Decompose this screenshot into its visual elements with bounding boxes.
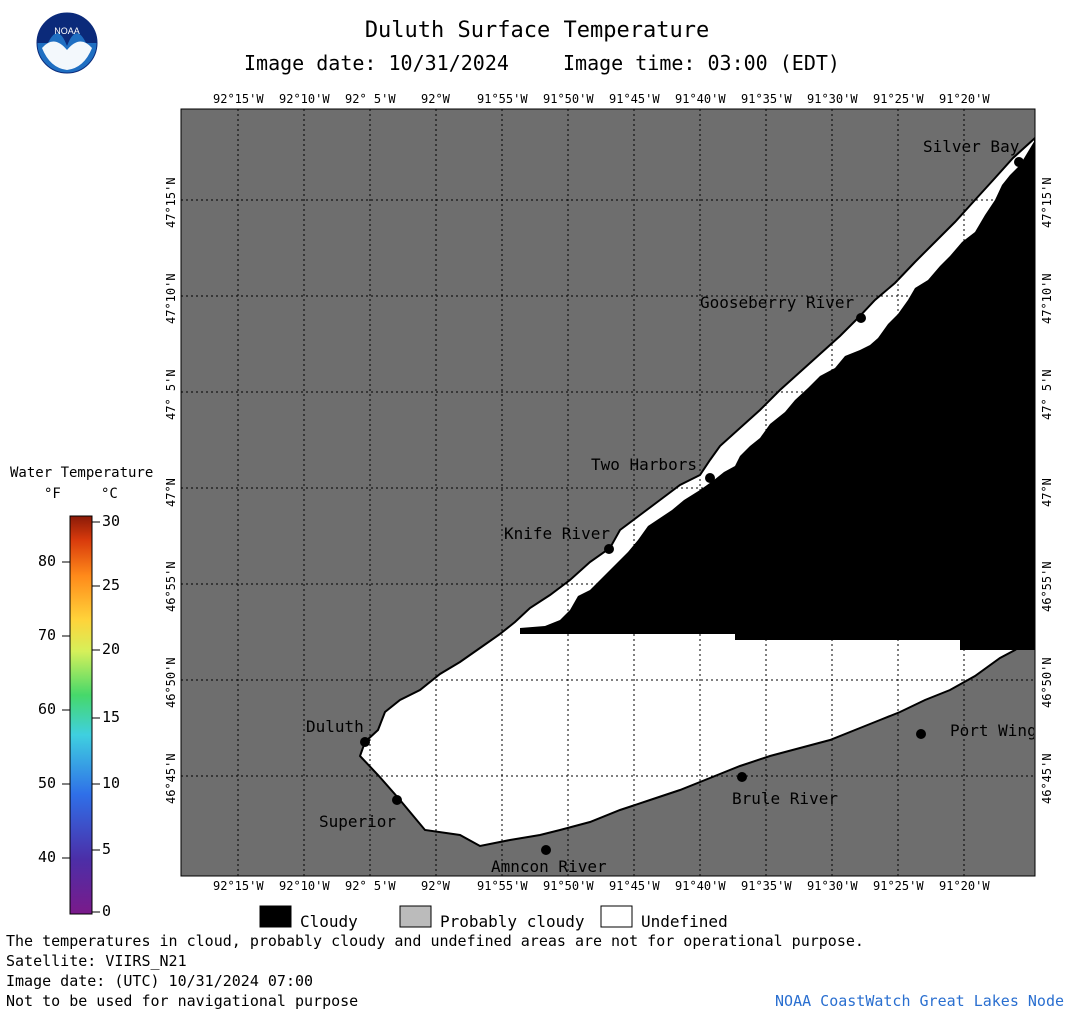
lat-tick-right: 47°10'N: [1040, 273, 1054, 324]
place-label-knife-river: Knife River: [504, 524, 610, 543]
lat-tick-left: 47°15'N: [164, 177, 178, 228]
lon-tick-top: 92°15'W: [213, 92, 264, 106]
colorbar-c-tick: 5: [102, 840, 112, 858]
colorbar-f-tick: 40: [38, 848, 57, 866]
colorbar-c-tick: 0: [102, 902, 112, 920]
legend-swatch-undefined: [600, 905, 633, 928]
lon-tick-top: 91°30'W: [807, 92, 858, 106]
lon-tick-bottom: 91°25'W: [873, 879, 924, 893]
marker-knife-river: [604, 544, 614, 554]
lat-tick-right: 47° 5'N: [1040, 369, 1054, 420]
colorbar-c-tick: 20: [102, 640, 121, 658]
place-markers: [360, 157, 1024, 855]
lat-tick-left: 47°N: [164, 478, 178, 507]
marker-two-harbors: [705, 473, 715, 483]
colorbar-title: Water Temperature: [10, 465, 154, 481]
lat-tick-left: 46°55'N: [164, 561, 178, 612]
lon-tick-bottom: 91°35'W: [741, 879, 792, 893]
lat-tick-right: 46°55'N: [1040, 561, 1054, 612]
lon-tick-top: 92°10'W: [279, 92, 330, 106]
place-label-superior: Superior: [319, 812, 397, 831]
lon-tick-bottom: 92°15'W: [213, 879, 264, 893]
lon-tick-bottom: 91°20'W: [939, 879, 990, 893]
legend-label-undefined: Undefined: [641, 912, 728, 931]
legend-label-cloudy: Cloudy: [300, 912, 358, 931]
lon-tick-top: 91°45'W: [609, 92, 660, 106]
place-label-two-harbors: Two Harbors: [591, 455, 697, 474]
place-label-port-wing: Port Wing: [950, 721, 1034, 740]
lon-tick-top: 91°25'W: [873, 92, 924, 106]
grid-lines: [181, 109, 1035, 876]
noaa-logo: NOAA: [36, 12, 98, 74]
lat-tick-right: 47°15'N: [1040, 177, 1054, 228]
lon-tick-bottom: 91°30'W: [807, 879, 858, 893]
marker-brule-river: [737, 772, 747, 782]
colorbar-f-tick: 70: [38, 626, 57, 644]
footer-note: The temperatures in cloud, probably clou…: [6, 932, 864, 950]
lon-tick-bottom: 91°50'W: [543, 879, 594, 893]
legend-label-probably-cloudy: Probably cloudy: [440, 912, 585, 931]
lon-tick-bottom: 92° 5'W: [345, 879, 396, 893]
colorbar-f-tick: 80: [38, 552, 57, 570]
lon-tick-top: 91°55'W: [477, 92, 528, 106]
colorbar-ticks: [62, 521, 100, 913]
lon-tick-top: 91°35'W: [741, 92, 792, 106]
colorbar-c-tick: 15: [102, 708, 121, 726]
cloud-area: [520, 140, 1035, 650]
lat-tick-right: 46°50'N: [1040, 657, 1054, 708]
place-label-gooseberry-river: Gooseberry River: [700, 293, 855, 312]
colorbar-c-tick: 10: [102, 774, 121, 792]
place-label-amncon-river: Amncon River: [491, 857, 607, 876]
place-label-silver-bay: Silver Bay: [923, 137, 1020, 156]
footer-credit: NOAA CoastWatch Great Lakes Node: [775, 992, 1064, 1010]
page-title: Duluth Surface Temperature: [364, 18, 710, 43]
colorbar-unit-c: °C: [101, 486, 118, 502]
footer-utc-date: Image date: (UTC) 10/31/2024 07:00: [6, 972, 314, 990]
place-label-brule-river: Brule River: [732, 789, 838, 808]
marker-port-wing: [916, 729, 926, 739]
legend-swatch-probably-cloudy: [399, 905, 432, 928]
lon-tick-bottom: 92°10'W: [279, 879, 330, 893]
colorbar-c-tick: 25: [102, 576, 121, 594]
legend-swatch-cloudy: [259, 905, 292, 928]
image-date: Image date: 10/31/2024: [244, 51, 509, 75]
lat-tick-left: 46°50'N: [164, 657, 178, 708]
marker-amncon-river: [541, 845, 551, 855]
lon-tick-bottom: 91°55'W: [477, 879, 528, 893]
lat-tick-left: 46°45'N: [164, 753, 178, 804]
logo-text: NOAA: [54, 26, 80, 36]
colorbar-unit-f: °F: [44, 486, 61, 502]
lon-tick-top: 91°50'W: [543, 92, 594, 106]
place-label-duluth: Duluth: [306, 717, 364, 736]
image-time: Image time: 03:00 (EDT): [563, 51, 840, 75]
marker-silver-bay: [1014, 157, 1024, 167]
lon-tick-top: 91°40'W: [675, 92, 726, 106]
lon-tick-bottom: 91°45'W: [609, 879, 660, 893]
marker-gooseberry-river: [856, 313, 866, 323]
lon-tick-top: 91°20'W: [939, 92, 990, 106]
marker-duluth: [360, 737, 370, 747]
footer-satellite: Satellite: VIIRS_N21: [6, 952, 187, 970]
lat-tick-right: 47°N: [1040, 478, 1054, 507]
colorbar-c-tick: 30: [102, 512, 121, 530]
lat-tick-left: 47°10'N: [164, 273, 178, 324]
footer-disclaimer: Not to be used for navigational purpose: [6, 992, 359, 1010]
colorbar-f-tick: 60: [38, 700, 57, 718]
lon-tick-top: 92° 5'W: [345, 92, 396, 106]
lon-tick-top: 92°W: [421, 92, 450, 106]
map-frame: [180, 108, 1036, 877]
lon-tick-bottom: 92°W: [421, 879, 450, 893]
lat-tick-left: 47° 5'N: [164, 369, 178, 420]
temperature-colorbar: [69, 515, 93, 915]
marker-superior: [392, 795, 402, 805]
lon-tick-bottom: 91°40'W: [675, 879, 726, 893]
lat-tick-right: 46°45'N: [1040, 753, 1054, 804]
colorbar-f-tick: 50: [38, 774, 57, 792]
